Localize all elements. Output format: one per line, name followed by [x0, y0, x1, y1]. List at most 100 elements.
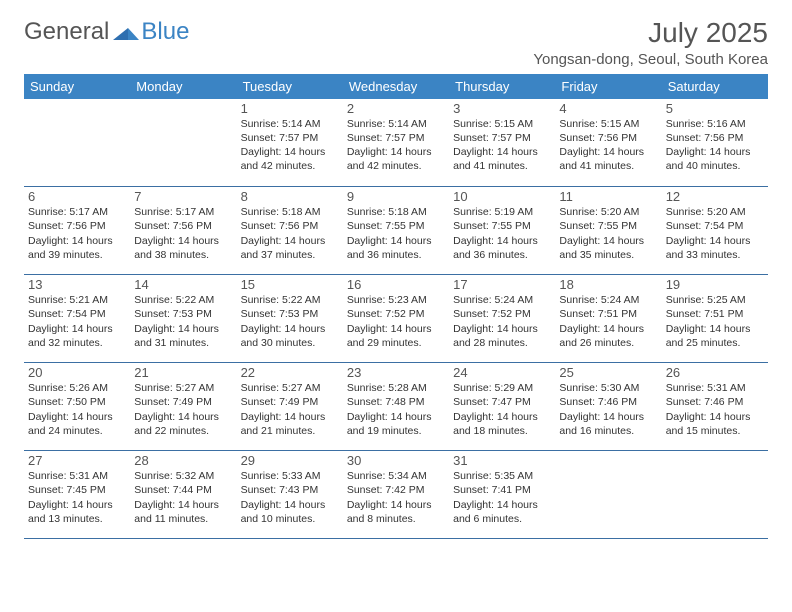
day-details: Sunrise: 5:16 AM Sunset: 7:56 PM Dayligh… — [666, 117, 764, 174]
calendar-row: 13Sunrise: 5:21 AM Sunset: 7:54 PM Dayli… — [24, 275, 768, 363]
calendar-cell: 30Sunrise: 5:34 AM Sunset: 7:42 PM Dayli… — [343, 451, 449, 539]
calendar-cell: 8Sunrise: 5:18 AM Sunset: 7:56 PM Daylig… — [237, 187, 343, 275]
calendar-row: 27Sunrise: 5:31 AM Sunset: 7:45 PM Dayli… — [24, 451, 768, 539]
day-number: 4 — [559, 101, 657, 116]
weekday-header-row: Sunday Monday Tuesday Wednesday Thursday… — [24, 74, 768, 99]
day-details: Sunrise: 5:29 AM Sunset: 7:47 PM Dayligh… — [453, 381, 551, 438]
day-number: 1 — [241, 101, 339, 116]
day-details: Sunrise: 5:25 AM Sunset: 7:51 PM Dayligh… — [666, 293, 764, 350]
day-number: 23 — [347, 365, 445, 380]
calendar-cell: 15Sunrise: 5:22 AM Sunset: 7:53 PM Dayli… — [237, 275, 343, 363]
day-number: 10 — [453, 189, 551, 204]
day-number: 6 — [28, 189, 126, 204]
day-number: 13 — [28, 277, 126, 292]
day-number: 16 — [347, 277, 445, 292]
calendar-cell — [130, 99, 236, 187]
day-number: 15 — [241, 277, 339, 292]
day-number: 2 — [347, 101, 445, 116]
calendar-cell: 12Sunrise: 5:20 AM Sunset: 7:54 PM Dayli… — [662, 187, 768, 275]
day-details: Sunrise: 5:34 AM Sunset: 7:42 PM Dayligh… — [347, 469, 445, 526]
day-number: 12 — [666, 189, 764, 204]
calendar-cell: 16Sunrise: 5:23 AM Sunset: 7:52 PM Dayli… — [343, 275, 449, 363]
calendar-cell: 27Sunrise: 5:31 AM Sunset: 7:45 PM Dayli… — [24, 451, 130, 539]
brand-word1: General — [24, 18, 109, 46]
header-row: General Blue July 2025 Yongsan-dong, Seo… — [24, 18, 768, 68]
day-number: 19 — [666, 277, 764, 292]
calendar-cell: 31Sunrise: 5:35 AM Sunset: 7:41 PM Dayli… — [449, 451, 555, 539]
calendar-cell: 4Sunrise: 5:15 AM Sunset: 7:56 PM Daylig… — [555, 99, 661, 187]
day-number: 17 — [453, 277, 551, 292]
day-number: 14 — [134, 277, 232, 292]
day-number: 8 — [241, 189, 339, 204]
day-details: Sunrise: 5:24 AM Sunset: 7:51 PM Dayligh… — [559, 293, 657, 350]
calendar-cell — [555, 451, 661, 539]
month-title: July 2025 — [533, 18, 768, 49]
day-number: 28 — [134, 453, 232, 468]
day-details: Sunrise: 5:15 AM Sunset: 7:57 PM Dayligh… — [453, 117, 551, 174]
calendar-cell: 24Sunrise: 5:29 AM Sunset: 7:47 PM Dayli… — [449, 363, 555, 451]
weekday-header: Wednesday — [343, 74, 449, 99]
day-number: 30 — [347, 453, 445, 468]
day-details: Sunrise: 5:22 AM Sunset: 7:53 PM Dayligh… — [241, 293, 339, 350]
day-details: Sunrise: 5:17 AM Sunset: 7:56 PM Dayligh… — [28, 205, 126, 262]
day-details: Sunrise: 5:20 AM Sunset: 7:54 PM Dayligh… — [666, 205, 764, 262]
day-details: Sunrise: 5:14 AM Sunset: 7:57 PM Dayligh… — [241, 117, 339, 174]
weekday-header: Sunday — [24, 74, 130, 99]
weekday-header: Monday — [130, 74, 236, 99]
calendar-cell: 1Sunrise: 5:14 AM Sunset: 7:57 PM Daylig… — [237, 99, 343, 187]
calendar-cell: 10Sunrise: 5:19 AM Sunset: 7:55 PM Dayli… — [449, 187, 555, 275]
day-number: 9 — [347, 189, 445, 204]
calendar-cell: 20Sunrise: 5:26 AM Sunset: 7:50 PM Dayli… — [24, 363, 130, 451]
weekday-header: Friday — [555, 74, 661, 99]
calendar-cell: 5Sunrise: 5:16 AM Sunset: 7:56 PM Daylig… — [662, 99, 768, 187]
weekday-header: Saturday — [662, 74, 768, 99]
day-details: Sunrise: 5:18 AM Sunset: 7:56 PM Dayligh… — [241, 205, 339, 262]
calendar-cell: 29Sunrise: 5:33 AM Sunset: 7:43 PM Dayli… — [237, 451, 343, 539]
brand-mark-icon — [113, 22, 139, 42]
day-details: Sunrise: 5:28 AM Sunset: 7:48 PM Dayligh… — [347, 381, 445, 438]
calendar-cell: 22Sunrise: 5:27 AM Sunset: 7:49 PM Dayli… — [237, 363, 343, 451]
calendar-row: 20Sunrise: 5:26 AM Sunset: 7:50 PM Dayli… — [24, 363, 768, 451]
day-details: Sunrise: 5:31 AM Sunset: 7:45 PM Dayligh… — [28, 469, 126, 526]
day-details: Sunrise: 5:20 AM Sunset: 7:55 PM Dayligh… — [559, 205, 657, 262]
day-details: Sunrise: 5:30 AM Sunset: 7:46 PM Dayligh… — [559, 381, 657, 438]
day-number: 27 — [28, 453, 126, 468]
day-details: Sunrise: 5:22 AM Sunset: 7:53 PM Dayligh… — [134, 293, 232, 350]
day-details: Sunrise: 5:19 AM Sunset: 7:55 PM Dayligh… — [453, 205, 551, 262]
day-details: Sunrise: 5:33 AM Sunset: 7:43 PM Dayligh… — [241, 469, 339, 526]
day-details: Sunrise: 5:27 AM Sunset: 7:49 PM Dayligh… — [241, 381, 339, 438]
calendar-cell — [662, 451, 768, 539]
day-details: Sunrise: 5:21 AM Sunset: 7:54 PM Dayligh… — [28, 293, 126, 350]
day-number: 7 — [134, 189, 232, 204]
calendar-cell: 14Sunrise: 5:22 AM Sunset: 7:53 PM Dayli… — [130, 275, 236, 363]
calendar-cell: 6Sunrise: 5:17 AM Sunset: 7:56 PM Daylig… — [24, 187, 130, 275]
calendar-cell: 21Sunrise: 5:27 AM Sunset: 7:49 PM Dayli… — [130, 363, 236, 451]
calendar-cell: 3Sunrise: 5:15 AM Sunset: 7:57 PM Daylig… — [449, 99, 555, 187]
weekday-header: Tuesday — [237, 74, 343, 99]
day-number: 20 — [28, 365, 126, 380]
day-number: 11 — [559, 189, 657, 204]
day-details: Sunrise: 5:23 AM Sunset: 7:52 PM Dayligh… — [347, 293, 445, 350]
title-block: July 2025 Yongsan-dong, Seoul, South Kor… — [533, 18, 768, 68]
day-number: 26 — [666, 365, 764, 380]
day-number: 5 — [666, 101, 764, 116]
day-details: Sunrise: 5:32 AM Sunset: 7:44 PM Dayligh… — [134, 469, 232, 526]
day-details: Sunrise: 5:14 AM Sunset: 7:57 PM Dayligh… — [347, 117, 445, 174]
day-number: 24 — [453, 365, 551, 380]
calendar-cell: 13Sunrise: 5:21 AM Sunset: 7:54 PM Dayli… — [24, 275, 130, 363]
day-number: 31 — [453, 453, 551, 468]
day-number: 3 — [453, 101, 551, 116]
calendar-cell — [24, 99, 130, 187]
brand-logo: General Blue — [24, 18, 189, 46]
calendar-cell: 7Sunrise: 5:17 AM Sunset: 7:56 PM Daylig… — [130, 187, 236, 275]
calendar-cell: 9Sunrise: 5:18 AM Sunset: 7:55 PM Daylig… — [343, 187, 449, 275]
calendar-row: 6Sunrise: 5:17 AM Sunset: 7:56 PM Daylig… — [24, 187, 768, 275]
calendar-row: 1Sunrise: 5:14 AM Sunset: 7:57 PM Daylig… — [24, 99, 768, 187]
day-number: 22 — [241, 365, 339, 380]
day-details: Sunrise: 5:26 AM Sunset: 7:50 PM Dayligh… — [28, 381, 126, 438]
day-number: 29 — [241, 453, 339, 468]
calendar-cell: 11Sunrise: 5:20 AM Sunset: 7:55 PM Dayli… — [555, 187, 661, 275]
weekday-header: Thursday — [449, 74, 555, 99]
calendar-table: Sunday Monday Tuesday Wednesday Thursday… — [24, 74, 768, 540]
day-details: Sunrise: 5:35 AM Sunset: 7:41 PM Dayligh… — [453, 469, 551, 526]
